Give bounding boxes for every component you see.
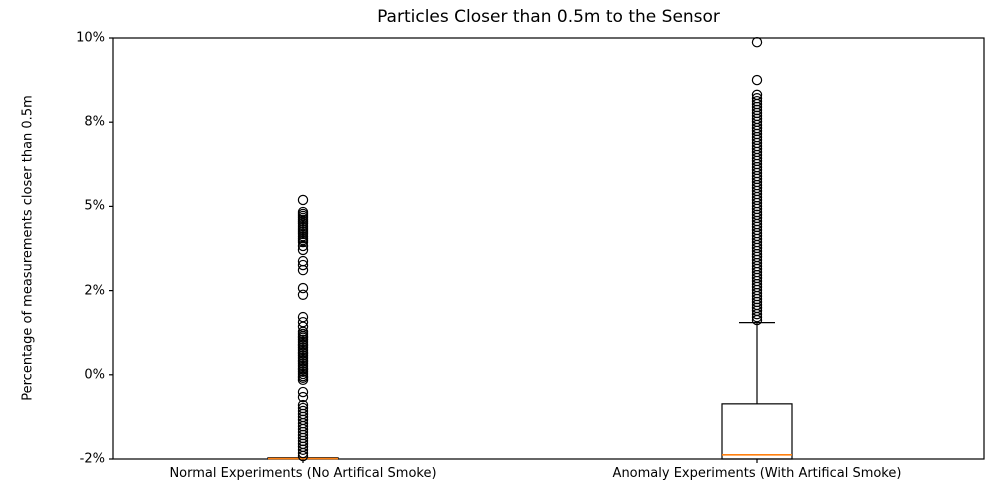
outlier-point xyxy=(751,74,763,86)
outlier-point xyxy=(297,244,309,256)
outlier-point xyxy=(297,194,309,206)
outlier-point xyxy=(297,259,309,271)
y-tick-label: 2% xyxy=(84,283,105,299)
y-tick-label: -2% xyxy=(79,451,105,467)
outlier-point xyxy=(751,308,763,320)
outlier-point xyxy=(297,386,309,398)
x-tick-label-normal: Normal Experiments (No Artifical Smoke) xyxy=(169,466,437,481)
outlier-point xyxy=(297,282,309,294)
outlier-point xyxy=(297,289,309,301)
outlier-point xyxy=(751,311,763,323)
outlier-point xyxy=(297,450,309,462)
axes-frame xyxy=(112,37,985,460)
box-anomaly xyxy=(721,403,793,460)
outlier-point xyxy=(751,37,763,48)
outlier-point xyxy=(297,374,309,386)
outlier-point xyxy=(297,236,309,248)
outlier-point xyxy=(751,314,763,326)
y-tick-label: 10% xyxy=(76,30,105,46)
y-tick-label: 8% xyxy=(84,114,105,130)
x-tick-label-anomaly: Anomaly Experiments (With Artifical Smok… xyxy=(612,466,902,481)
outlier-point xyxy=(297,444,309,455)
outlier-point xyxy=(297,391,309,403)
chart-title: Particles Closer than 0.5m to the Sensor xyxy=(377,7,720,27)
outlier-point xyxy=(297,264,309,276)
y-tick-label: 0% xyxy=(84,367,105,383)
outlier-point xyxy=(297,240,309,252)
y-tick-label: 5% xyxy=(84,198,105,214)
y-axis-label: Percentage of measurements closer than 0… xyxy=(20,95,36,401)
outlier-point xyxy=(297,447,309,459)
